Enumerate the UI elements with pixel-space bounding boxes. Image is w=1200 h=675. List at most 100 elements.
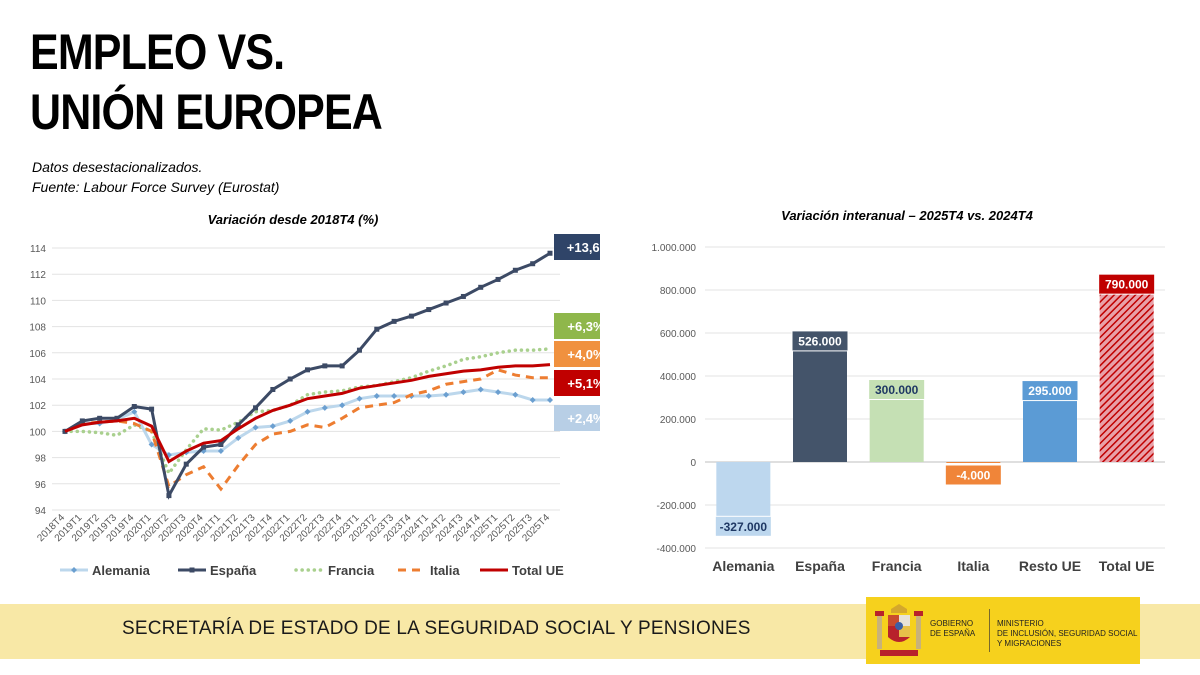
data-point bbox=[547, 396, 553, 403]
data-point bbox=[235, 422, 241, 428]
legend-item: Francia bbox=[294, 563, 375, 578]
end-label: +5,1% bbox=[554, 370, 600, 396]
y-tick-label: 108 bbox=[29, 323, 46, 334]
series-alemania bbox=[62, 386, 553, 458]
bar-chart-title: Variación interanual – 2025T4 vs. 2024T4 bbox=[781, 208, 1033, 223]
seasonal-note: Datos desestacionalizados. bbox=[32, 159, 203, 175]
y-tick-label: -200.000 bbox=[657, 501, 697, 512]
end-label: +6,3% bbox=[554, 313, 600, 339]
data-point bbox=[252, 424, 259, 431]
y-tick-label: 800.000 bbox=[660, 286, 697, 297]
y-tick-label: 0 bbox=[690, 458, 696, 469]
data-point bbox=[321, 404, 328, 411]
data-label-box bbox=[791, 330, 849, 352]
end-label-box bbox=[554, 341, 600, 367]
data-label-text: -327.000 bbox=[720, 520, 768, 534]
series-españa-line bbox=[64, 251, 551, 500]
data-point bbox=[218, 442, 224, 447]
government-logo: GOBIERNO DE ESPAÑA MINISTERIO DE INCLUSI… bbox=[866, 597, 1140, 664]
data-point bbox=[547, 250, 553, 256]
data-label-box bbox=[944, 464, 1002, 486]
title-line-2: UNIÓN EUROPEA bbox=[30, 84, 383, 140]
data-point bbox=[443, 300, 449, 306]
end-label: +2,4% bbox=[554, 405, 600, 431]
data-point bbox=[269, 423, 276, 430]
data-point bbox=[495, 276, 501, 282]
bar bbox=[793, 348, 847, 462]
data-label-text: 790.000 bbox=[1105, 278, 1149, 292]
data-point bbox=[200, 448, 207, 455]
page-title: EMPLEO VS. UNIÓN EUROPEA bbox=[30, 22, 383, 142]
bar bbox=[946, 462, 1001, 463]
y-tick-label: 114 bbox=[30, 244, 46, 255]
data-point bbox=[477, 386, 484, 393]
series-italia-line bbox=[64, 368, 550, 492]
end-label-text: +6,3% bbox=[567, 319, 600, 334]
legend-marker bbox=[189, 567, 195, 573]
data-label: 526.000 bbox=[791, 330, 849, 352]
legend-label: Alemania bbox=[92, 563, 151, 578]
y-tick-label: 98 bbox=[35, 454, 47, 465]
data-point bbox=[495, 389, 502, 396]
data-point bbox=[183, 461, 189, 467]
data-label-text: 526.000 bbox=[798, 334, 842, 348]
data-point bbox=[131, 408, 138, 415]
data-label: 295.000 bbox=[1021, 380, 1079, 402]
end-label: +13,6% bbox=[554, 234, 600, 260]
data-point bbox=[149, 406, 155, 412]
data-point bbox=[356, 395, 363, 402]
data-point bbox=[201, 444, 207, 450]
data-point bbox=[391, 318, 397, 324]
data-point bbox=[443, 391, 450, 398]
data-point bbox=[426, 307, 432, 313]
bar-chart: Variación interanual – 2025T4 vs. 2024T4… bbox=[652, 208, 1165, 574]
y-tick-label: 400.000 bbox=[660, 372, 697, 383]
data-point bbox=[529, 396, 536, 403]
data-label-box bbox=[1098, 273, 1156, 295]
data-label-box bbox=[1021, 380, 1079, 402]
y-tick-label: -400.000 bbox=[657, 544, 697, 555]
data-point bbox=[356, 347, 362, 353]
data-point bbox=[512, 267, 518, 273]
line-chart-title: Variación desde 2018T4 (%) bbox=[208, 212, 379, 227]
source-note: Fuente: Labour Force Survey (Eurostat) bbox=[32, 179, 280, 195]
data-point bbox=[305, 367, 310, 373]
category-label: España bbox=[795, 558, 845, 574]
data-point bbox=[478, 284, 484, 290]
y-tick-label: 104 bbox=[29, 375, 46, 386]
y-tick-label: 110 bbox=[30, 296, 46, 307]
data-point bbox=[270, 386, 276, 392]
data-label: -4.000 bbox=[944, 464, 1002, 486]
series-total-ue-line bbox=[64, 363, 551, 464]
data-point bbox=[373, 393, 380, 400]
y-tick-label: 1.000.000 bbox=[652, 243, 697, 254]
y-tick-label: 94 bbox=[35, 506, 47, 517]
legend-label: España bbox=[210, 563, 257, 578]
data-label: -327.000 bbox=[714, 515, 772, 537]
end-label-text: +2,4% bbox=[567, 411, 600, 426]
title-line-1: EMPLEO VS. bbox=[30, 24, 285, 80]
footer-department: SECRETARÍA DE ESTADO DE LA SEGURIDAD SOC… bbox=[122, 618, 751, 639]
line-chart: Variación desde 2018T4 (%) 94 96 98 100 102 1… bbox=[29, 212, 600, 578]
category-label: Francia bbox=[872, 558, 922, 574]
category-label: Alemania bbox=[712, 558, 774, 574]
data-point bbox=[322, 363, 328, 369]
bar bbox=[1023, 398, 1077, 462]
legend-item: España bbox=[178, 563, 257, 578]
y-tick-label: 100 bbox=[29, 427, 46, 438]
legend-item: Alemania bbox=[60, 563, 151, 578]
government-wordmark: GOBIERNO DE ESPAÑA bbox=[930, 619, 976, 638]
series-italia bbox=[64, 368, 550, 492]
logo-divider bbox=[989, 609, 990, 652]
end-label-text: +5,1% bbox=[567, 376, 600, 391]
data-point bbox=[131, 404, 137, 410]
legend-label: Italia bbox=[430, 563, 460, 578]
data-label-text: -4.000 bbox=[956, 469, 990, 483]
data-point bbox=[165, 451, 172, 458]
bar bbox=[1099, 292, 1154, 462]
category-label: Resto UE bbox=[1019, 558, 1081, 574]
category-label: Italia bbox=[957, 558, 989, 574]
end-label-box bbox=[554, 313, 600, 339]
data-point bbox=[253, 405, 259, 411]
data-label-box bbox=[868, 379, 926, 400]
